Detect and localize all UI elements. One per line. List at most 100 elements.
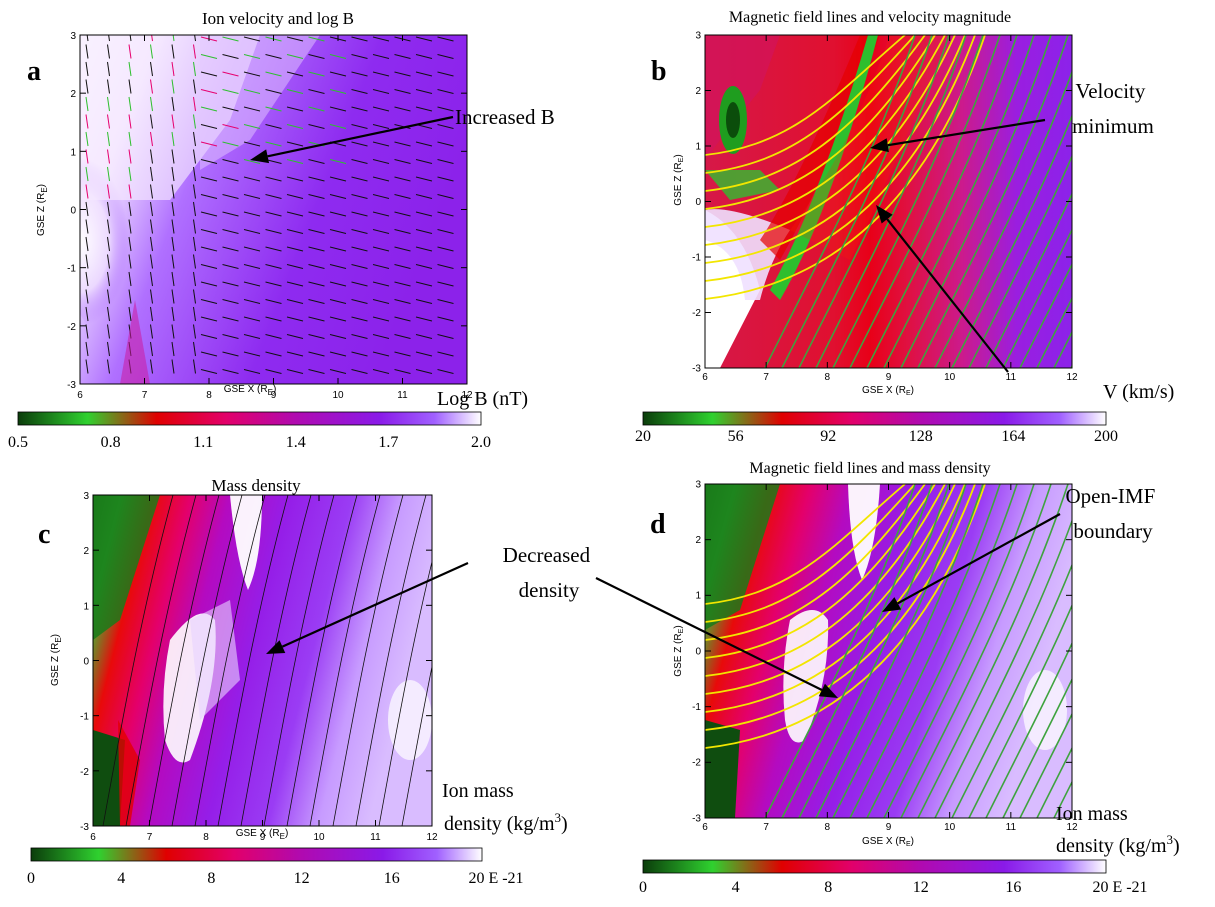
colorbar-ticks: 0 4 8 12 16 20 E -21 [27,870,524,887]
velocity-arrow [394,299,411,304]
field-line-open [798,484,950,818]
velocity-arrow [200,211,218,217]
colorbar-tick-label: 0 [639,879,647,896]
velocity-arrow [437,159,454,164]
velocity-arrow [372,71,390,77]
y-tick-label: 0 [695,197,701,208]
y-tick-label: 0 [695,646,701,657]
field-line-closed [705,484,946,677]
velocity-arrow [415,264,433,269]
velocity-arrow [308,176,325,182]
colorbar-ticks: 0 4 8 12 16 20 E -21 [639,879,1148,896]
velocity-arrow [193,166,196,182]
velocity-arrow [394,316,411,322]
colorbar-tick-label: 8 [824,879,832,896]
velocity-arrow [107,359,110,374]
velocity-arrow [243,281,261,287]
velocity-arrow [329,54,347,59]
annotation-arrow-shaft [595,577,823,691]
velocity-arrow [85,236,89,252]
field-line-open [934,518,1072,818]
velocity-arrow [243,299,261,304]
velocity-arrow [222,229,239,234]
velocity-arrow [308,89,325,94]
velocity-arrow [222,141,239,147]
velocity-arrow [308,124,325,129]
density-contour [194,495,266,826]
colorbar-tick-label: 92 [820,428,836,445]
velocity-arrow [286,211,304,217]
velocity-arrow [265,229,282,234]
density-contour [309,495,381,826]
density-contour [148,495,220,826]
velocity-arrow [200,54,218,59]
field-line-open [968,603,1072,818]
annotation-arrow-head [250,149,270,164]
density-contours [102,495,432,826]
x-tick-label: 8 [203,832,209,843]
velocity-arrow [107,114,110,129]
field-line-closed [705,35,946,228]
velocity-arrow [329,159,347,164]
field-line-closed [705,484,916,623]
colorbar-label: V (km/s) [1103,381,1174,403]
velocity-arrow [394,159,411,164]
y-tick-label: -3 [67,380,76,391]
velocity-arrow [171,271,175,287]
velocity-arrow [394,369,411,374]
x-tick-label: 12 [461,390,473,401]
velocity-arrow [107,254,110,269]
velocity-arrow [437,211,454,217]
x-tick-label: 12 [426,832,438,843]
x-tick-label: 7 [142,390,148,401]
velocity-arrow [415,246,433,252]
field-line-closed [705,35,966,264]
velocity-arrow [243,316,261,322]
velocity-arrow [286,369,304,374]
annotation-arrow-head [882,597,902,612]
velocity-arrow [308,264,325,269]
velocity-arrow [351,246,368,252]
colorbar-tick-label: 1.4 [286,434,306,451]
x-tick-label: 12 [1066,372,1078,383]
annotation-arrow-shaft [897,513,1061,605]
density-contour [378,559,432,826]
velocity-arrow [200,369,218,374]
velocity-arrow [243,124,261,129]
x-tick-label: 9 [260,832,266,843]
velocity-arrow [222,351,239,357]
velocity-arrow [128,61,132,77]
velocity-arrow [200,299,218,304]
y-tick-label: 3 [70,31,76,42]
velocity-arrow [308,194,325,199]
velocity-arrow [265,369,282,374]
colorbar-tick-label: 4 [117,870,125,887]
velocity-vectors [85,35,454,374]
velocity-arrow [372,159,390,164]
x-tick-label: 11 [397,390,408,401]
velocity-arrow [107,61,110,77]
x-tick-label: 9 [886,822,892,833]
velocity-arrow [243,106,261,112]
field-line-open [849,484,1001,818]
velocity-arrow [394,264,411,269]
velocity-arrow [150,166,153,182]
velocity-arrow [286,36,304,42]
density-contour [355,495,427,826]
velocity-arrow [415,229,433,234]
velocity-arrow [265,141,282,147]
panel-b-title: Magnetic field lines and velocity magnit… [729,9,1011,26]
velocity-arrow [150,341,153,357]
y-tick-label: -2 [692,308,701,319]
field-line-open [866,484,1018,818]
velocity-arrow [286,176,304,182]
colorbar-label: Log B (nT) [437,388,528,410]
x-tick-label: 6 [77,390,83,401]
y-tick-label: 3 [695,30,701,41]
y-tick-label: 1 [83,601,89,612]
field-line-closed [705,35,916,174]
y-axis-label: GSE Z (RE) [673,154,685,205]
